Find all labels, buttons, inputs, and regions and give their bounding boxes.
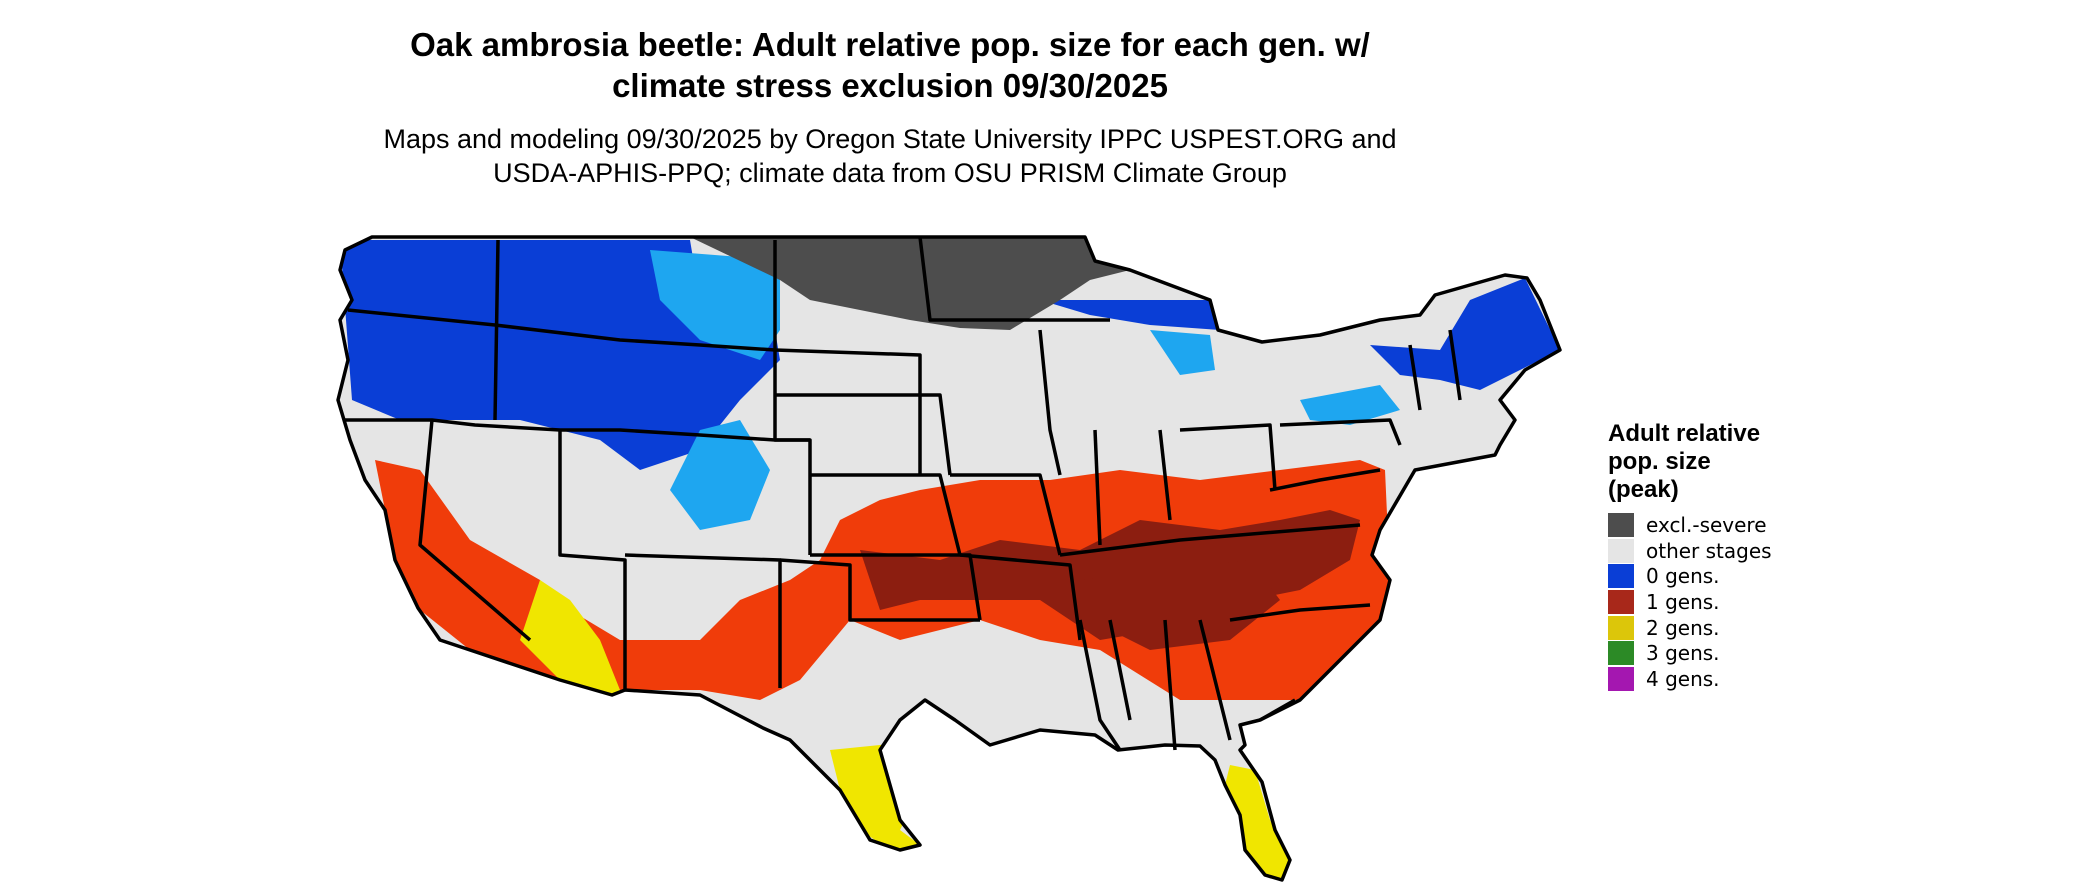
map-title: Oak ambrosia beetle: Adult relative pop.… — [340, 24, 1440, 106]
legend-title: Adult relative pop. size (peak) — [1608, 420, 1908, 504]
legend-item-3-gens: 3 gens. — [1608, 640, 1908, 666]
zone-light-blue-northeast — [1300, 385, 1400, 425]
zone-1-gens-central — [860, 510, 1360, 640]
legend-swatch — [1608, 641, 1634, 666]
legend-item-4-gens: 4 gens. — [1608, 666, 1908, 692]
zone-2-gens-florida — [1225, 765, 1290, 880]
legend-label: 2 gens. — [1646, 615, 1720, 640]
legend-title-line-2: pop. size — [1608, 448, 1711, 475]
legend-swatch — [1608, 564, 1634, 589]
legend-swatch — [1608, 615, 1634, 640]
legend-swatch — [1608, 538, 1634, 563]
legend-items: excl.-severe other stages 0 gens. 1 gens… — [1608, 512, 1908, 692]
map-title-line-2: climate stress exclusion 09/30/2025 — [612, 67, 1168, 104]
legend-item-other-stages: other stages — [1608, 538, 1908, 564]
legend-title-line-1: Adult relative — [1608, 420, 1761, 447]
map-subtitle-line-2: USDA-APHIS-PPQ; climate data from OSU PR… — [493, 158, 1287, 188]
legend-label: excl.-severe — [1646, 512, 1767, 537]
legend-item-0-gens: 0 gens. — [1608, 563, 1908, 589]
zone-excluded-severe-north-central — [690, 237, 1130, 330]
legend-swatch — [1608, 512, 1634, 537]
zone-1-gens-tennessee — [1080, 560, 1280, 650]
legend-label: 1 gens. — [1646, 589, 1720, 614]
zone-0-gens-michigan — [1040, 300, 1220, 330]
zone-light-blue-colorado — [670, 420, 770, 530]
state-boundaries — [336, 235, 1562, 882]
legend-item-2-gens: 2 gens. — [1608, 615, 1908, 641]
legend-label: other stages — [1646, 538, 1772, 563]
legend-title-line-3: (peak) — [1608, 476, 1679, 503]
zone-2-gens-southwest — [520, 580, 620, 700]
legend-label: 0 gens. — [1646, 564, 1720, 589]
legend-label: 3 gens. — [1646, 641, 1720, 666]
zone-light-blue-upper-michigan — [1150, 330, 1215, 375]
zone-0-gens-new-england — [1370, 278, 1560, 390]
map-subtitle-line-1: Maps and modeling 09/30/2025 by Oregon S… — [383, 124, 1397, 154]
zone-light-blue-rockies — [650, 250, 780, 360]
legend-swatch — [1608, 666, 1634, 691]
legend-swatch — [1608, 589, 1634, 614]
legend: Adult relative pop. size (peak) excl.-se… — [1608, 420, 1908, 692]
legend-label: 4 gens. — [1646, 666, 1720, 691]
legend-item-1-gens: 1 gens. — [1608, 589, 1908, 615]
legend-item-excl-severe: excl.-severe — [1608, 512, 1908, 538]
map-subtitle: Maps and modeling 09/30/2025 by Oregon S… — [340, 122, 1440, 190]
map-title-line-1: Oak ambrosia beetle: Adult relative pop.… — [410, 26, 1370, 63]
